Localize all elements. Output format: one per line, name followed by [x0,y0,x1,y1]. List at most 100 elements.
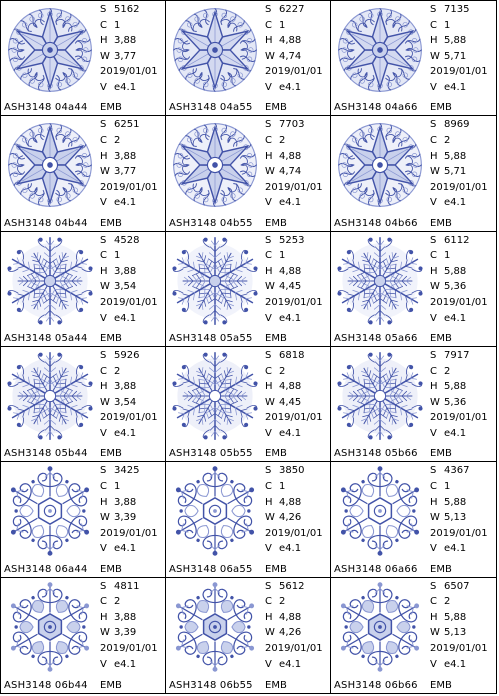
color-count-value: 1 [444,19,451,31]
design-file-name[interactable]: ASH3148 05b44 [4,448,88,460]
design-file-name[interactable]: ASH3148 04b44 [4,217,88,229]
snowflake-design-thumbnail[interactable] [3,118,97,212]
software-version-value: e4.1 [279,658,302,670]
design-file-name[interactable]: ASH3148 05b55 [169,448,253,460]
color-count-value: 1 [444,250,451,262]
design-date: 2019/01/01 [430,641,488,657]
snowflake-design-thumbnail[interactable] [333,118,427,212]
design-width-value: 4,74 [279,166,302,178]
snowflake-icon [175,581,255,672]
color-count-label: C [430,596,437,608]
stitch-count-value: 8969 [444,119,470,131]
snowflake-design-thumbnail[interactable] [168,3,262,97]
stitch-count: S 5162 [100,2,158,18]
color-count-label: C [265,480,272,492]
snowflake-design-thumbnail[interactable] [333,349,427,443]
design-file-name[interactable]: ASH3148 04b66 [334,217,418,229]
design-file-name[interactable]: ASH3148 04a55 [169,102,253,114]
snowflake-design-thumbnail[interactable] [3,234,97,328]
design-file-name[interactable]: ASH3148 06b55 [169,680,253,691]
snowflake-design-thumbnail[interactable] [3,349,97,443]
snowflake-design-thumbnail[interactable] [168,349,262,443]
stitch-count: S 6227 [265,2,323,18]
software-version-label: V [100,197,107,209]
design-height-value: 3,88 [114,265,137,277]
design-file-name[interactable]: ASH3148 05a55 [169,333,253,344]
design-file-name[interactable]: ASH3148 05a44 [4,333,88,344]
design-height-label: H [430,35,438,47]
design-file-name[interactable]: ASH3148 05a66 [334,333,418,344]
design-height-label: H [430,611,438,623]
snowflake-design-thumbnail[interactable] [168,464,262,558]
snowflake-icon [337,236,423,325]
design-height-label: H [265,381,273,393]
color-count-label: C [265,250,272,262]
design-width-label: W [100,281,110,293]
design-file-name[interactable]: ASH3148 06a44 [4,563,88,575]
design-file-name[interactable]: ASH3148 06a55 [169,563,253,575]
design-file-name[interactable]: ASH3148 04b55 [169,217,253,229]
software-version-label: V [430,312,437,324]
stitch-count-value: 7917 [444,350,470,361]
stitch-count: S 4528 [100,233,158,249]
snowflake-icon [338,8,422,92]
design-width: W 4,74 [265,49,323,65]
snowflake-design-thumbnail[interactable] [168,118,262,212]
design-height: H 4,88 [265,264,323,280]
software-version-value: e4.1 [279,312,302,324]
snowflake-design-thumbnail[interactable] [3,464,97,558]
design-width: W 5,71 [430,164,488,180]
stitch-count-value: 7135 [444,4,470,15]
snowflake-design-thumbnail[interactable] [168,234,262,328]
color-count-label: C [100,250,107,262]
design-file-name[interactable]: ASH3148 04a44 [4,102,88,114]
snowflake-design-thumbnail[interactable] [333,580,427,674]
design-date-value: 2019/01/01 [265,297,323,309]
snowflake-design-thumbnail[interactable] [168,580,262,674]
snowflake-design-thumbnail[interactable] [333,234,427,328]
snowflake-design-thumbnail[interactable] [333,464,427,558]
design-file-name[interactable]: ASH3148 06b66 [334,680,418,691]
design-height-value: 5,88 [444,381,467,393]
design-width-value: 5,36 [444,281,467,293]
snowflake-icon [340,581,420,672]
snowflake-design-thumbnail[interactable] [3,580,97,674]
design-height: H 3,88 [100,610,158,626]
color-count-label: C [430,480,437,492]
color-count-label: C [430,134,437,146]
design-file-name[interactable]: ASH3148 05b66 [334,448,418,460]
design-file-name[interactable]: ASH3148 04a66 [334,102,418,114]
snowflake-design-thumbnail[interactable] [333,3,427,97]
file-format: EMB [265,217,287,229]
design-height-label: H [430,496,438,508]
design-file-name[interactable]: ASH3148 06a66 [334,563,418,575]
color-count-value: 1 [114,250,121,262]
software-version-label: V [265,312,272,324]
snowflake-design-thumbnail[interactable] [3,3,97,97]
design-file-name[interactable]: ASH3148 06b44 [4,680,88,691]
